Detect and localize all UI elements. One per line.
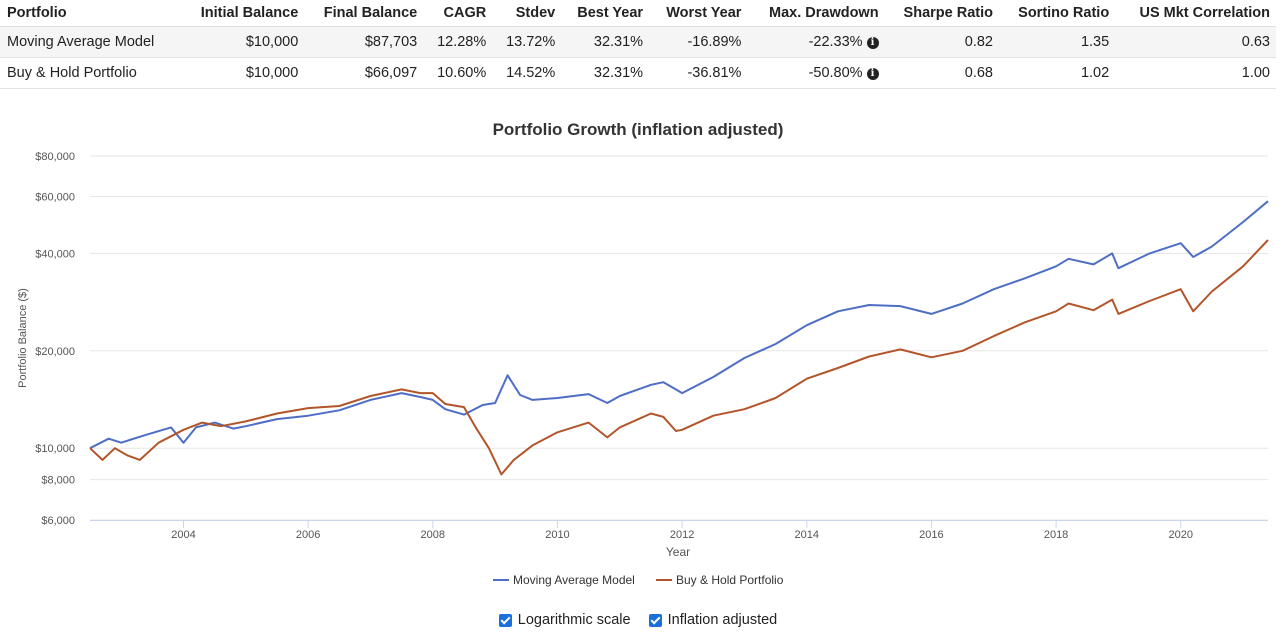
drawdown-value: -22.33%: [808, 34, 863, 50]
log-scale-label: Logarithmic scale: [517, 612, 631, 628]
cell-max-drawdown: -50.80% i: [747, 57, 885, 89]
x-tick-label: 2018: [1044, 529, 1068, 541]
inflation-adjusted-checkbox[interactable]: [648, 613, 662, 627]
cell-max-drawdown: -22.33% i: [747, 26, 885, 58]
log-scale-toggle[interactable]: Logarithmic scale: [498, 612, 631, 628]
y-tick-label: $20,000: [35, 346, 75, 358]
inflation-adjusted-label: Inflation adjusted: [667, 612, 778, 628]
portfolio-growth-chart: Portfolio Growth (inflation adjusted) $6,…: [17, 120, 1269, 587]
col-mkt-correlation: US Mkt Correlation: [1115, 0, 1276, 27]
cell-stdev: 14.52%: [492, 57, 562, 89]
col-worst-year: Worst Year: [649, 0, 748, 27]
col-initial-balance: Initial Balance: [180, 0, 305, 27]
y-axis-title: Portfolio Balance ($): [17, 288, 29, 388]
x-tick-label: 2010: [545, 529, 569, 541]
x-tick-label: 2020: [1168, 529, 1192, 541]
cell-initial-balance: $10,000: [180, 26, 305, 58]
cell-sharpe: 0.82: [884, 26, 999, 58]
cell-portfolio: Moving Average Model: [0, 26, 181, 58]
cell-worst-year: -16.89%: [649, 26, 748, 58]
cell-worst-year: -36.81%: [649, 57, 748, 89]
col-cagr: CAGR: [423, 0, 493, 27]
cell-cagr: 10.60%: [423, 57, 493, 89]
col-portfolio: Portfolio: [0, 0, 181, 27]
drawdown-value: -50.80%: [808, 65, 863, 81]
y-tick-label: $60,000: [35, 191, 75, 203]
col-final-balance: Final Balance: [304, 0, 424, 27]
legend-label: Buy & Hold Portfolio: [676, 573, 784, 587]
y-tick-label: $6,000: [41, 515, 75, 527]
inflation-adjusted-toggle[interactable]: Inflation adjusted: [648, 612, 778, 628]
chart-title: Portfolio Growth (inflation adjusted): [493, 120, 784, 139]
cell-final-balance: $66,097: [304, 57, 424, 89]
cell-mkt-correlation: 0.63: [1115, 26, 1276, 58]
series-line-moving-average-model: [89, 200, 1269, 450]
col-stdev: Stdev: [492, 0, 562, 27]
chart-controls: Logarithmic scale Inflation adjusted: [0, 612, 1276, 631]
col-sharpe: Sharpe Ratio: [884, 0, 999, 27]
cell-portfolio: Buy & Hold Portfolio: [0, 57, 181, 89]
table-row: Buy & Hold Portfolio $10,000 $66,097 10.…: [0, 57, 1276, 89]
cell-final-balance: $87,703: [304, 26, 424, 58]
x-tick-label: 2012: [670, 529, 694, 541]
x-tick-label: 2006: [296, 529, 320, 541]
x-tick-label: 2004: [171, 529, 195, 541]
cell-best-year: 32.31%: [561, 57, 650, 89]
legend-label: Moving Average Model: [513, 573, 635, 587]
cell-initial-balance: $10,000: [180, 57, 305, 89]
cell-sortino: 1.02: [998, 57, 1116, 89]
x-tick-label: 2008: [421, 529, 445, 541]
stats-header-row: Portfolio Initial Balance Final Balance …: [0, 0, 1276, 27]
col-sortino: Sortino Ratio: [998, 0, 1116, 27]
col-max-drawdown: Max. Drawdown: [747, 0, 885, 27]
cell-cagr: 12.28%: [423, 26, 493, 58]
log-scale-checkbox[interactable]: [498, 613, 512, 627]
cell-sharpe: 0.68: [884, 57, 999, 89]
cell-mkt-correlation: 1.00: [1115, 57, 1276, 89]
cell-stdev: 13.72%: [492, 26, 562, 58]
y-tick-label: $10,000: [35, 443, 75, 455]
x-tick-label: 2014: [795, 529, 819, 541]
info-icon[interactable]: i: [866, 68, 879, 80]
cell-best-year: 32.31%: [561, 26, 650, 58]
stats-table: Portfolio Initial Balance Final Balance …: [0, 0, 1276, 89]
series-line-buy-hold-portfolio: [89, 239, 1269, 476]
table-row: Moving Average Model $10,000 $87,703 12.…: [0, 26, 1276, 58]
y-tick-label: $40,000: [35, 248, 75, 260]
info-icon[interactable]: i: [866, 37, 879, 49]
y-tick-label: $80,000: [35, 151, 75, 163]
y-tick-label: $8,000: [41, 475, 75, 487]
x-axis-title: Year: [666, 545, 690, 559]
cell-sortino: 1.35: [998, 26, 1116, 58]
col-best-year: Best Year: [561, 0, 650, 27]
x-tick-label: 2016: [919, 529, 943, 541]
